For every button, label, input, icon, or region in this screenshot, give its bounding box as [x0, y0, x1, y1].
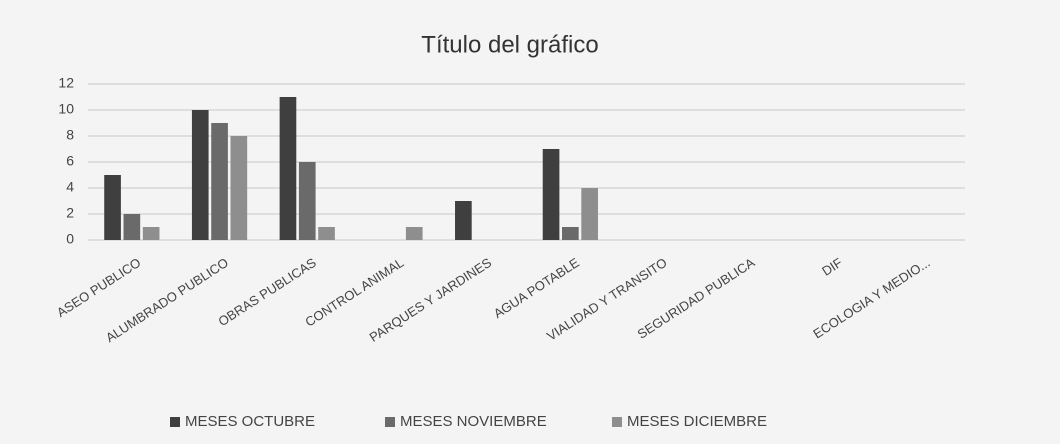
bar — [543, 149, 560, 240]
chart: Título del gráfico 024681012ASEO PUBLICO… — [0, 0, 1060, 444]
y-tick-label: 0 — [66, 231, 74, 247]
bar — [280, 97, 297, 240]
bar — [231, 136, 248, 240]
bar — [143, 227, 160, 240]
legend-swatch — [612, 417, 622, 427]
y-tick-label: 10 — [58, 101, 74, 117]
background — [0, 0, 1060, 444]
y-tick-label: 2 — [66, 205, 74, 221]
y-tick-label: 12 — [58, 75, 74, 91]
bar — [562, 227, 579, 240]
legend-label: MESES DICIEMBRE — [627, 413, 767, 430]
bar — [406, 227, 423, 240]
y-tick-label: 8 — [66, 127, 74, 143]
bar — [455, 201, 472, 240]
y-tick-label: 4 — [66, 179, 74, 195]
bar — [124, 214, 141, 240]
bar — [104, 175, 121, 240]
bar — [299, 162, 316, 240]
chart-title: Título del gráfico — [421, 31, 598, 58]
y-tick-label: 6 — [66, 153, 74, 169]
bar — [581, 188, 598, 240]
bar — [192, 110, 209, 240]
legend-swatch — [385, 417, 395, 427]
bar — [318, 227, 335, 240]
legend-swatch — [170, 417, 180, 427]
legend-label: MESES NOVIEMBRE — [400, 413, 547, 430]
bar — [211, 123, 228, 240]
legend-label: MESES OCTUBRE — [185, 413, 315, 430]
